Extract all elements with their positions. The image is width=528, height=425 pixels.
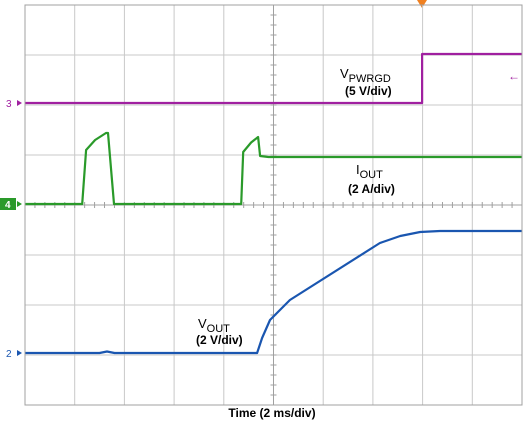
trace-label-sub: PWRGD: [349, 73, 391, 85]
trace: [25, 131, 522, 206]
trace-label-name: I: [356, 162, 360, 177]
trace-label-sub: OUT: [360, 169, 384, 181]
trace-scale: (2 V/div): [196, 333, 243, 347]
channel-marker: 3: [6, 99, 12, 110]
trace-label-sub: OUT: [207, 323, 231, 335]
trace-label-name: V: [198, 316, 207, 331]
trace-scale: (5 V/div): [345, 84, 392, 98]
channel-arrow: [17, 350, 22, 356]
channel-box: [0, 198, 16, 210]
trace-label: VOUT: [198, 316, 230, 335]
channel-marker: 4: [5, 200, 11, 211]
channel-arrow: [17, 100, 22, 106]
trace: [25, 52, 522, 105]
trace-scale: (2 A/div): [348, 182, 395, 196]
trace-label-name: V: [340, 66, 349, 81]
level-arrow: ←: [508, 69, 520, 83]
channel-arrow: [17, 201, 22, 207]
trigger-marker: [417, 0, 427, 8]
trace-label: IOUT: [356, 162, 383, 181]
plot-border: [24, 4, 523, 406]
trace-label: VPWRGD: [340, 66, 391, 85]
trace: [25, 229, 522, 355]
channel-marker: 2: [6, 349, 12, 360]
x-axis-label: Time (2 ms/div): [228, 406, 315, 420]
